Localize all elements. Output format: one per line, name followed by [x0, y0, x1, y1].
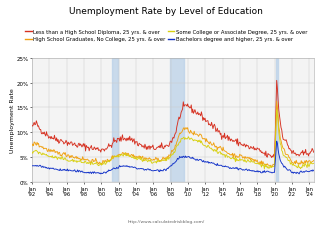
Bar — [170, 58, 184, 182]
Bar — [112, 58, 118, 182]
Bar — [276, 58, 278, 182]
Text: Unemployment Rate by Level of Education: Unemployment Rate by Level of Education — [69, 7, 263, 16]
Bar — [19, 58, 26, 182]
Text: http://www.calculatedriskblog.com/: http://www.calculatedriskblog.com/ — [128, 219, 205, 223]
Legend: Less than a High School Diploma, 25 yrs. & over, High School Graduates, No Colle: Less than a High School Diploma, 25 yrs.… — [26, 30, 307, 42]
Y-axis label: Unemployment Rate: Unemployment Rate — [10, 88, 15, 153]
